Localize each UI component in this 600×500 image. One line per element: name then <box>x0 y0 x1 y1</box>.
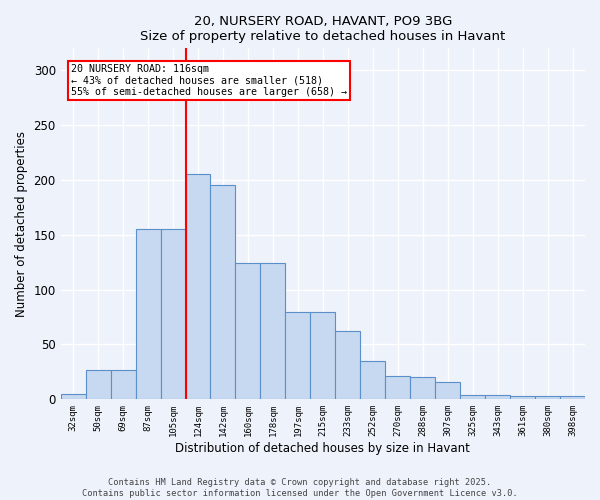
Bar <box>335 332 360 400</box>
Bar <box>136 230 161 400</box>
Bar <box>161 230 185 400</box>
Bar <box>235 264 260 400</box>
Bar <box>485 395 510 400</box>
Bar <box>185 174 211 400</box>
Bar <box>535 396 560 400</box>
Bar <box>435 382 460 400</box>
Bar <box>260 264 286 400</box>
Bar <box>510 396 535 400</box>
Bar <box>61 394 86 400</box>
Bar <box>410 378 435 400</box>
Text: 20 NURSERY ROAD: 116sqm
← 43% of detached houses are smaller (518)
55% of semi-d: 20 NURSERY ROAD: 116sqm ← 43% of detache… <box>71 64 347 98</box>
Text: Contains HM Land Registry data © Crown copyright and database right 2025.
Contai: Contains HM Land Registry data © Crown c… <box>82 478 518 498</box>
Bar <box>286 312 310 400</box>
Bar <box>211 186 235 400</box>
Bar <box>385 376 410 400</box>
Y-axis label: Number of detached properties: Number of detached properties <box>15 131 28 317</box>
Bar <box>560 396 585 400</box>
X-axis label: Distribution of detached houses by size in Havant: Distribution of detached houses by size … <box>175 442 470 455</box>
Bar <box>310 312 335 400</box>
Bar <box>460 395 485 400</box>
Title: 20, NURSERY ROAD, HAVANT, PO9 3BG
Size of property relative to detached houses i: 20, NURSERY ROAD, HAVANT, PO9 3BG Size o… <box>140 15 505 43</box>
Bar <box>360 361 385 400</box>
Bar <box>110 370 136 400</box>
Bar <box>86 370 110 400</box>
